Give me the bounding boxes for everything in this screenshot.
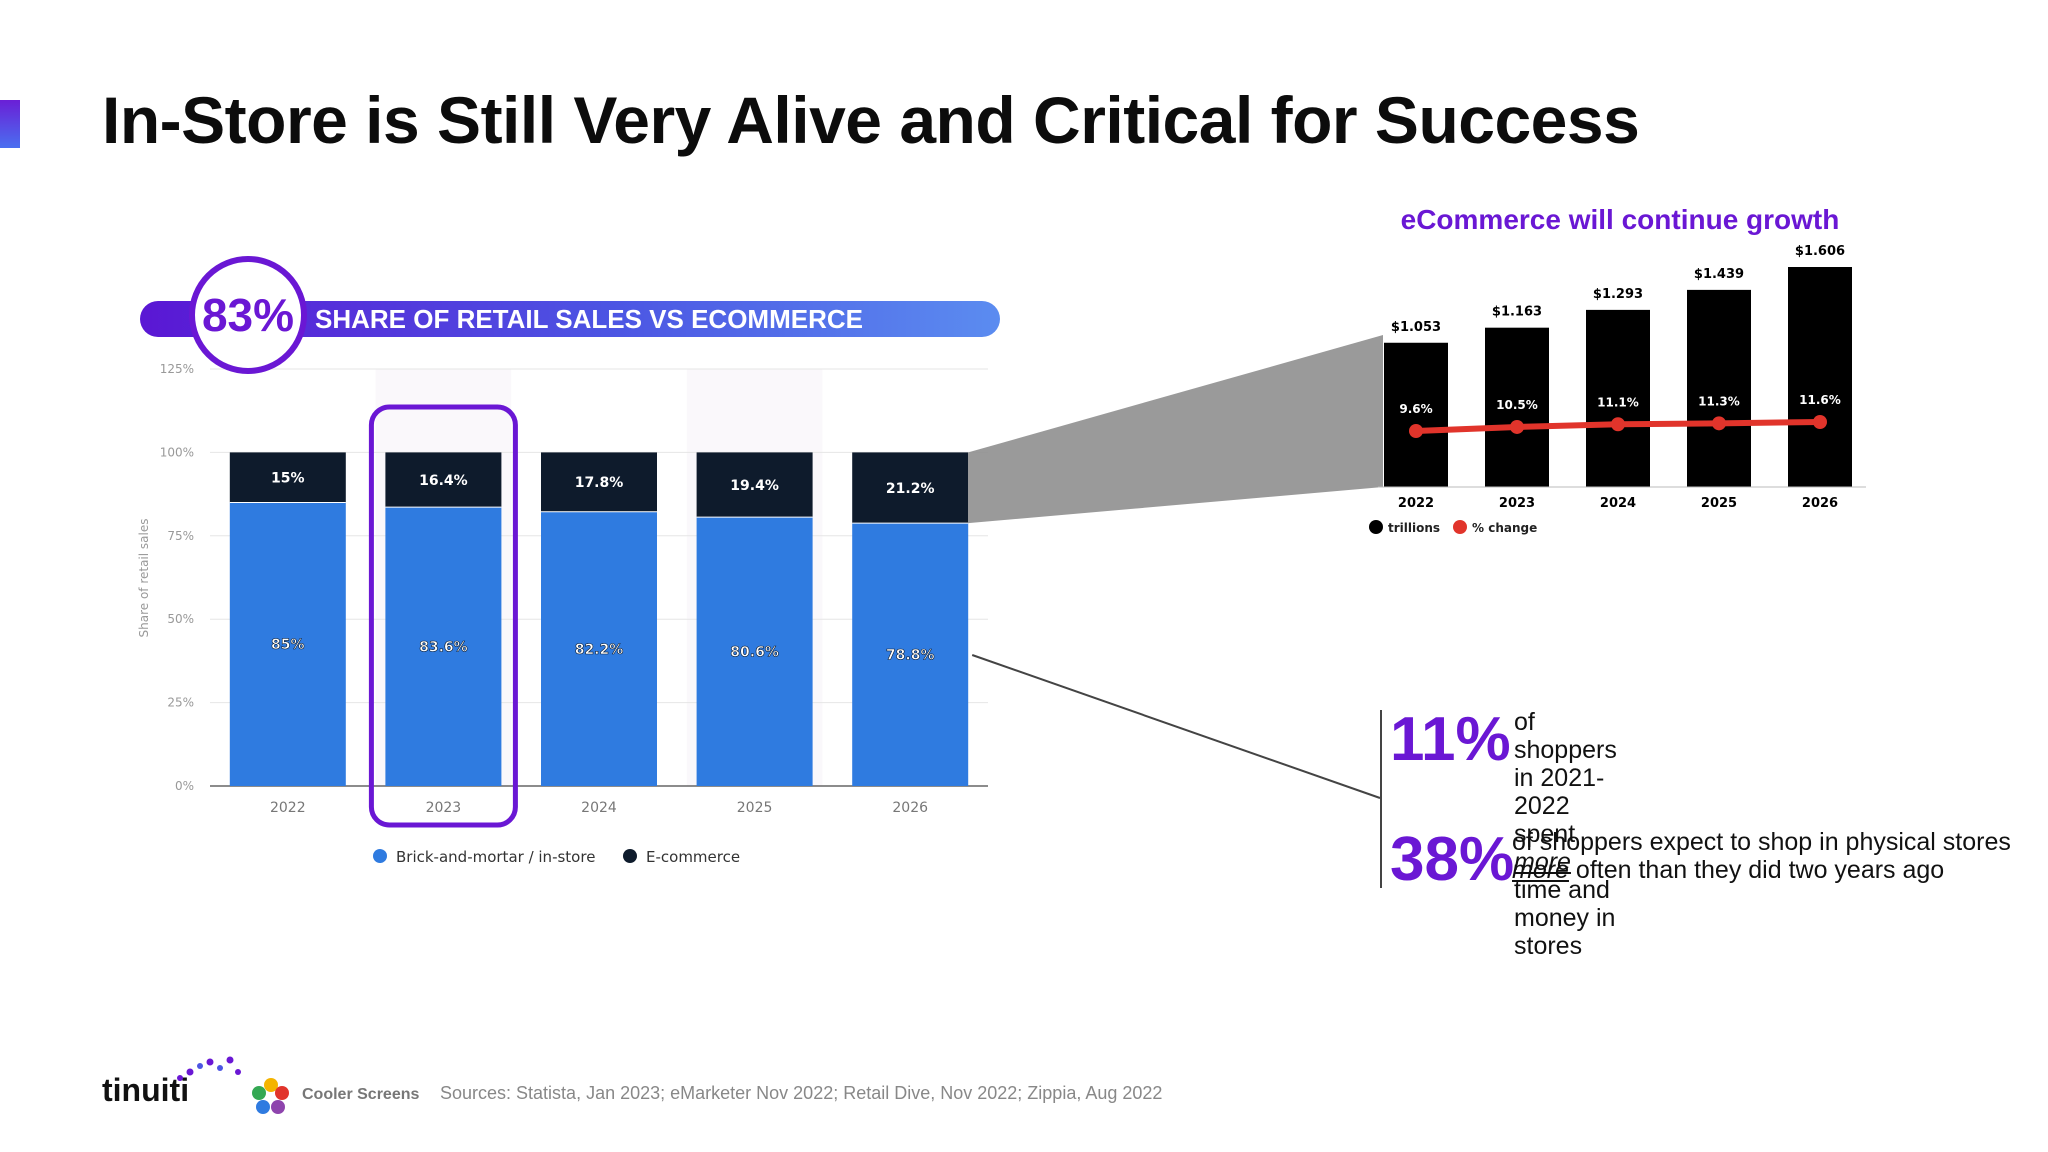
- stat-value: 38%: [1390, 825, 1515, 894]
- ecommerce-bar: [852, 452, 969, 524]
- x-tick-label: 2026: [892, 800, 928, 816]
- trillions-bar: [1586, 309, 1650, 487]
- x-tick-label: 2023: [426, 800, 462, 816]
- mini-chart-title: eCommerce will continue growth: [1400, 204, 1840, 235]
- change-point: [1409, 424, 1423, 438]
- ecommerce-data-label: 17.8%: [575, 475, 624, 491]
- tinuiti-logo: tinuiti: [102, 1072, 190, 1108]
- stat-text-before: of shoppers in 2021-2022 spent: [1514, 708, 1617, 848]
- trillions-bar: [1687, 289, 1751, 487]
- change-data-label: 11.1%: [1597, 395, 1639, 409]
- instore-bar: [229, 502, 346, 786]
- stats-connector-line: [971, 654, 1381, 799]
- mini-legend-swatch: [1369, 520, 1383, 534]
- ecommerce-data-label: 15%: [271, 470, 305, 486]
- cooler-screens-flower-icon: [252, 1078, 289, 1114]
- tinuiti-dots-icon: [177, 1056, 241, 1081]
- y-tick-label: 100%: [160, 445, 194, 459]
- legend-swatch: [373, 849, 387, 863]
- trillions-data-label: $1.606: [1795, 244, 1845, 259]
- mini-x-tick-label: 2025: [1701, 496, 1737, 511]
- change-point: [1510, 419, 1524, 434]
- banner-label: SHARE OF RETAIL SALES VS ECOMMERCE: [315, 304, 863, 334]
- stat-text: of shoppers expect to shop in physical s…: [1512, 828, 2032, 884]
- change-data-label: 9.6%: [1399, 402, 1432, 416]
- instore-data-label: 83.6%: [419, 640, 468, 656]
- x-tick-label: 2025: [737, 800, 773, 816]
- sources-footnote: Sources: Statista, Jan 2023; eMarketer N…: [440, 1083, 1163, 1103]
- trillions-data-label: $1.439: [1694, 267, 1744, 282]
- x-tick-label: 2022: [270, 800, 306, 816]
- trillions-bar: [1788, 267, 1852, 487]
- instore-data-label: 80.6%: [730, 645, 779, 661]
- ecommerce-data-label: 16.4%: [419, 473, 468, 489]
- instore-bar: [385, 507, 502, 786]
- y-tick-label: 50%: [167, 612, 194, 626]
- mini-legend-label: % change: [1472, 521, 1537, 535]
- column-shade: [375, 369, 512, 786]
- instore-data-label: 85%: [271, 637, 305, 653]
- change-data-label: 11.6%: [1799, 393, 1841, 407]
- ecommerce-bar: [541, 452, 657, 512]
- mini-x-tick-label: 2024: [1600, 496, 1636, 511]
- mini-x-tick-label: 2022: [1398, 496, 1434, 511]
- legend-swatch: [623, 849, 637, 863]
- stat-value: 11%: [1390, 705, 1511, 774]
- x-tick-label: 2024: [581, 800, 617, 816]
- ecommerce-bar: [229, 452, 346, 503]
- share-badge: 83%: [189, 256, 307, 374]
- instore-data-label: 82.2%: [575, 642, 624, 658]
- instore-bar: [696, 517, 813, 786]
- mini-x-tick-label: 2026: [1802, 496, 1838, 511]
- stat-emphasis: more: [1514, 848, 1571, 876]
- stat-text-before: of shoppers expect to shop in physical s…: [1512, 828, 2011, 856]
- trillions-data-label: $1.293: [1593, 287, 1643, 302]
- change-data-label: 11.3%: [1698, 394, 1740, 408]
- highlight-box: [368, 404, 518, 828]
- trillions-bar: [1384, 342, 1448, 487]
- instore-bar: [852, 523, 969, 786]
- stat-text-after: often than they did two years ago: [1568, 856, 1945, 884]
- change-point: [1611, 417, 1625, 432]
- trillions-data-label: $1.163: [1492, 305, 1542, 320]
- stat-text-after: time and money in stores: [1514, 876, 1616, 960]
- stat-text: of shoppers in 2021-2022 spent more time…: [1514, 708, 1617, 960]
- legend-label: Brick-and-mortar / in-store: [396, 848, 595, 866]
- y-tick-label: 0%: [175, 779, 194, 793]
- cooler-screens-logo: Cooler Screens: [302, 1086, 420, 1103]
- change-point: [1813, 415, 1827, 429]
- ecommerce-bar: [385, 452, 502, 508]
- stats-divider: [1380, 710, 1382, 888]
- stat-emphasis: more: [1512, 856, 1569, 884]
- page-title: In-Store is Still Very Alive and Critica…: [102, 83, 1640, 157]
- ecommerce-data-label: 19.4%: [730, 478, 779, 494]
- change-data-label: 10.5%: [1496, 398, 1538, 412]
- ecommerce-data-label: 21.2%: [886, 481, 935, 497]
- instore-bar: [541, 511, 657, 786]
- mini-legend-swatch: [1453, 520, 1467, 534]
- instore-data-label: 78.8%: [886, 648, 935, 664]
- title-accent-bar: [0, 100, 20, 148]
- y-axis-label: Share of retail sales: [137, 519, 151, 638]
- column-shade: [686, 369, 823, 786]
- trillions-data-label: $1.053: [1391, 320, 1441, 335]
- mini-legend-label: trillions: [1388, 521, 1440, 535]
- y-tick-label: 125%: [160, 362, 194, 376]
- mini-x-tick-label: 2023: [1499, 496, 1535, 511]
- y-tick-label: 25%: [167, 696, 194, 710]
- change-line: [1415, 419, 1821, 434]
- y-tick-label: 75%: [167, 529, 194, 543]
- ecommerce-bar: [696, 452, 813, 518]
- zoom-connector: [968, 335, 1383, 524]
- legend-label: E-commerce: [646, 848, 740, 866]
- change-point: [1712, 416, 1726, 431]
- trillions-bar: [1485, 327, 1549, 487]
